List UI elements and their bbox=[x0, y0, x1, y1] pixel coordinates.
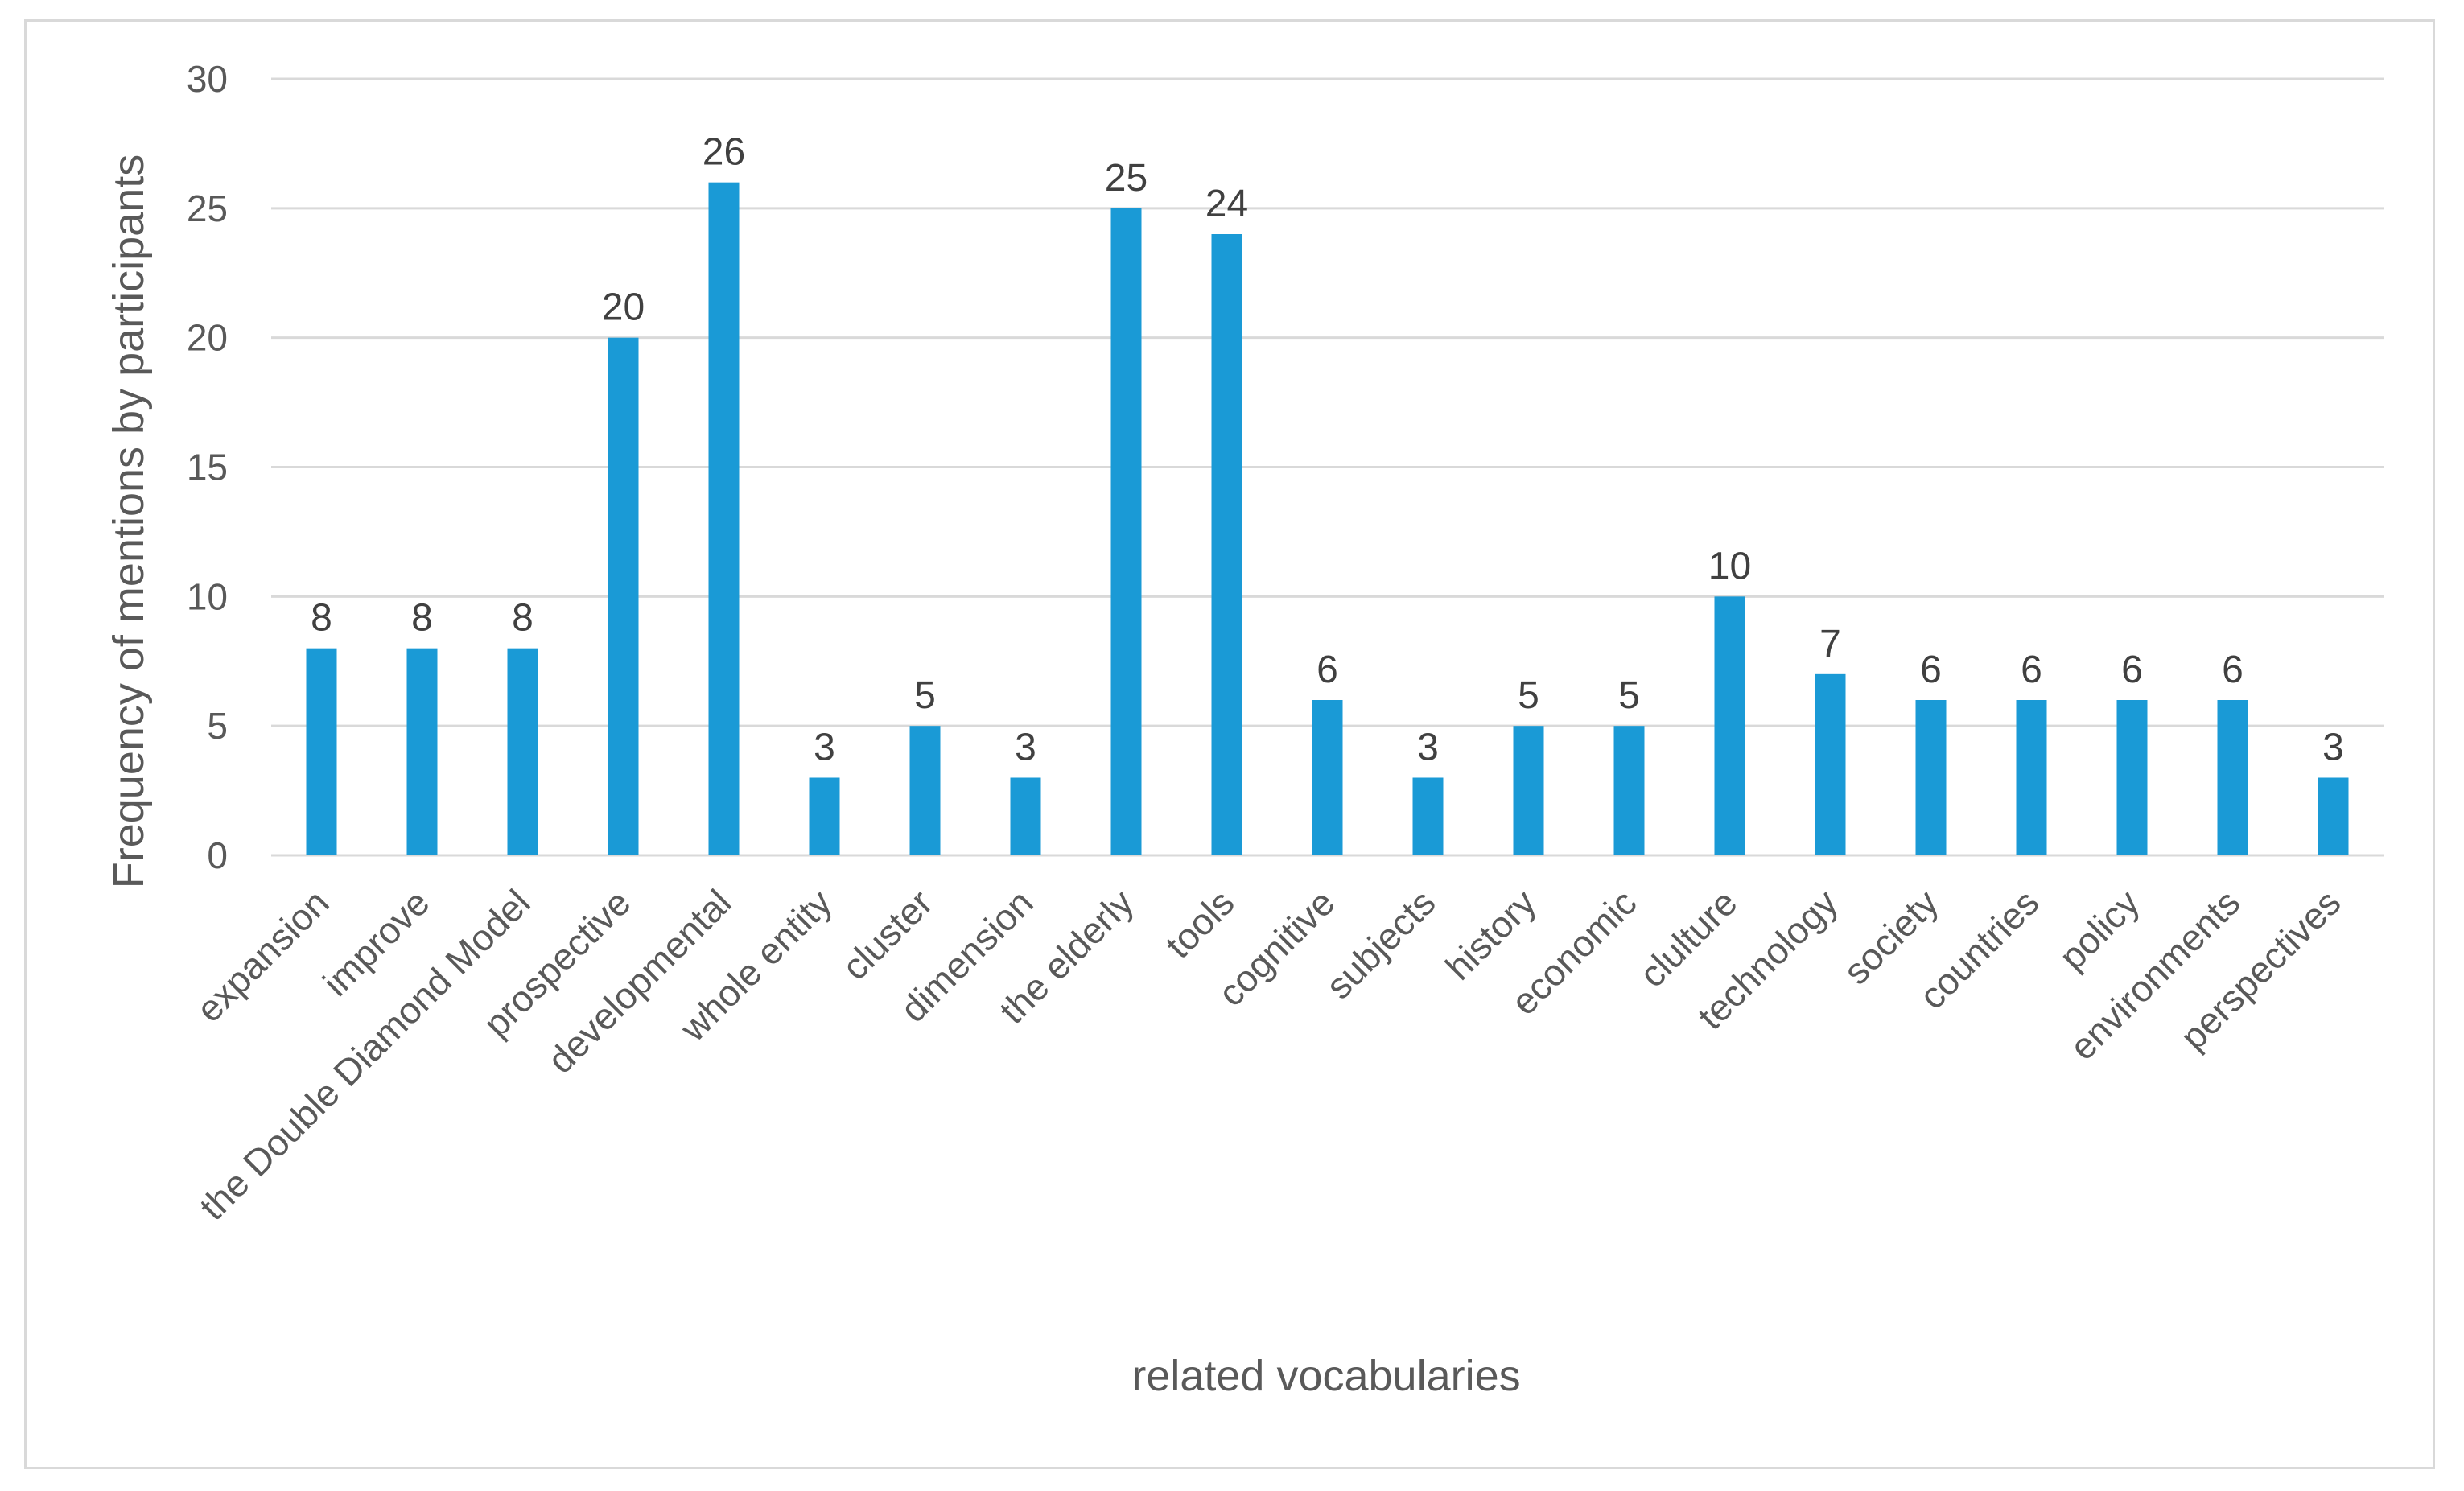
data-label: 3 bbox=[1417, 727, 1439, 769]
y-tick-label: 15 bbox=[187, 447, 228, 488]
data-label: 24 bbox=[1205, 183, 1248, 225]
x-tick-label: expansion bbox=[188, 881, 337, 1030]
bar bbox=[406, 648, 438, 855]
bar bbox=[1110, 208, 1142, 855]
y-tick-label: 30 bbox=[187, 58, 228, 100]
data-labels: 8 8 8 20 26 3 5 3 25 24 6 3 5 5 10 7 6 6 6 6 3 bbox=[311, 131, 2344, 769]
data-label: 3 bbox=[1015, 727, 1036, 769]
bar bbox=[708, 182, 740, 855]
data-label: 20 bbox=[602, 286, 645, 329]
y-tick-label: 5 bbox=[207, 705, 228, 747]
bar bbox=[306, 648, 337, 855]
data-label: 26 bbox=[703, 131, 745, 174]
y-tick-label: 0 bbox=[207, 834, 228, 876]
data-label: 5 bbox=[1518, 674, 1539, 717]
data-label: 6 bbox=[2021, 649, 2042, 691]
data-label: 6 bbox=[1316, 649, 1338, 691]
bar bbox=[1211, 234, 1242, 855]
bar bbox=[2217, 700, 2248, 855]
y-tick-label: 20 bbox=[187, 317, 228, 359]
bar bbox=[809, 777, 840, 855]
data-label: 8 bbox=[512, 597, 534, 640]
bar bbox=[1714, 596, 1745, 855]
data-label: 5 bbox=[914, 674, 936, 717]
data-label: 25 bbox=[1105, 157, 1148, 200]
bar bbox=[1513, 726, 1544, 855]
x-axis-title: related vocabularies bbox=[1131, 1352, 1520, 1400]
data-label: 8 bbox=[411, 597, 433, 640]
data-label: 7 bbox=[1819, 623, 1841, 665]
x-tick-label: policy bbox=[2051, 881, 2148, 978]
data-label: 3 bbox=[814, 727, 835, 769]
bar bbox=[1915, 700, 1947, 855]
bar bbox=[1010, 777, 1041, 855]
x-tick-label: tools bbox=[1157, 881, 1242, 966]
x-tick-label: subjects bbox=[1317, 881, 1443, 1007]
data-label: 6 bbox=[2222, 649, 2244, 691]
y-axis-title: Frequency of mentions by participants bbox=[105, 154, 153, 888]
data-label: 6 bbox=[1920, 649, 1942, 691]
bar bbox=[507, 648, 538, 855]
bar bbox=[2116, 700, 2148, 855]
y-tick-label: 25 bbox=[187, 187, 228, 229]
bar bbox=[2016, 700, 2047, 855]
bar bbox=[1613, 726, 1645, 855]
bars bbox=[306, 182, 2349, 856]
data-label: 8 bbox=[311, 597, 332, 640]
bar bbox=[1312, 700, 1343, 855]
bar bbox=[2318, 777, 2349, 855]
bar bbox=[909, 726, 941, 855]
y-tick-label: 10 bbox=[187, 575, 228, 617]
bar bbox=[1412, 777, 1444, 855]
data-label: 10 bbox=[1708, 545, 1751, 587]
bar bbox=[608, 337, 639, 856]
data-label: 3 bbox=[2322, 727, 2344, 769]
y-axis-ticks: 0 5 10 15 20 25 30 bbox=[187, 58, 228, 876]
data-label: 5 bbox=[1618, 674, 1640, 717]
bar bbox=[1815, 673, 1846, 855]
data-label: 6 bbox=[2121, 649, 2143, 691]
